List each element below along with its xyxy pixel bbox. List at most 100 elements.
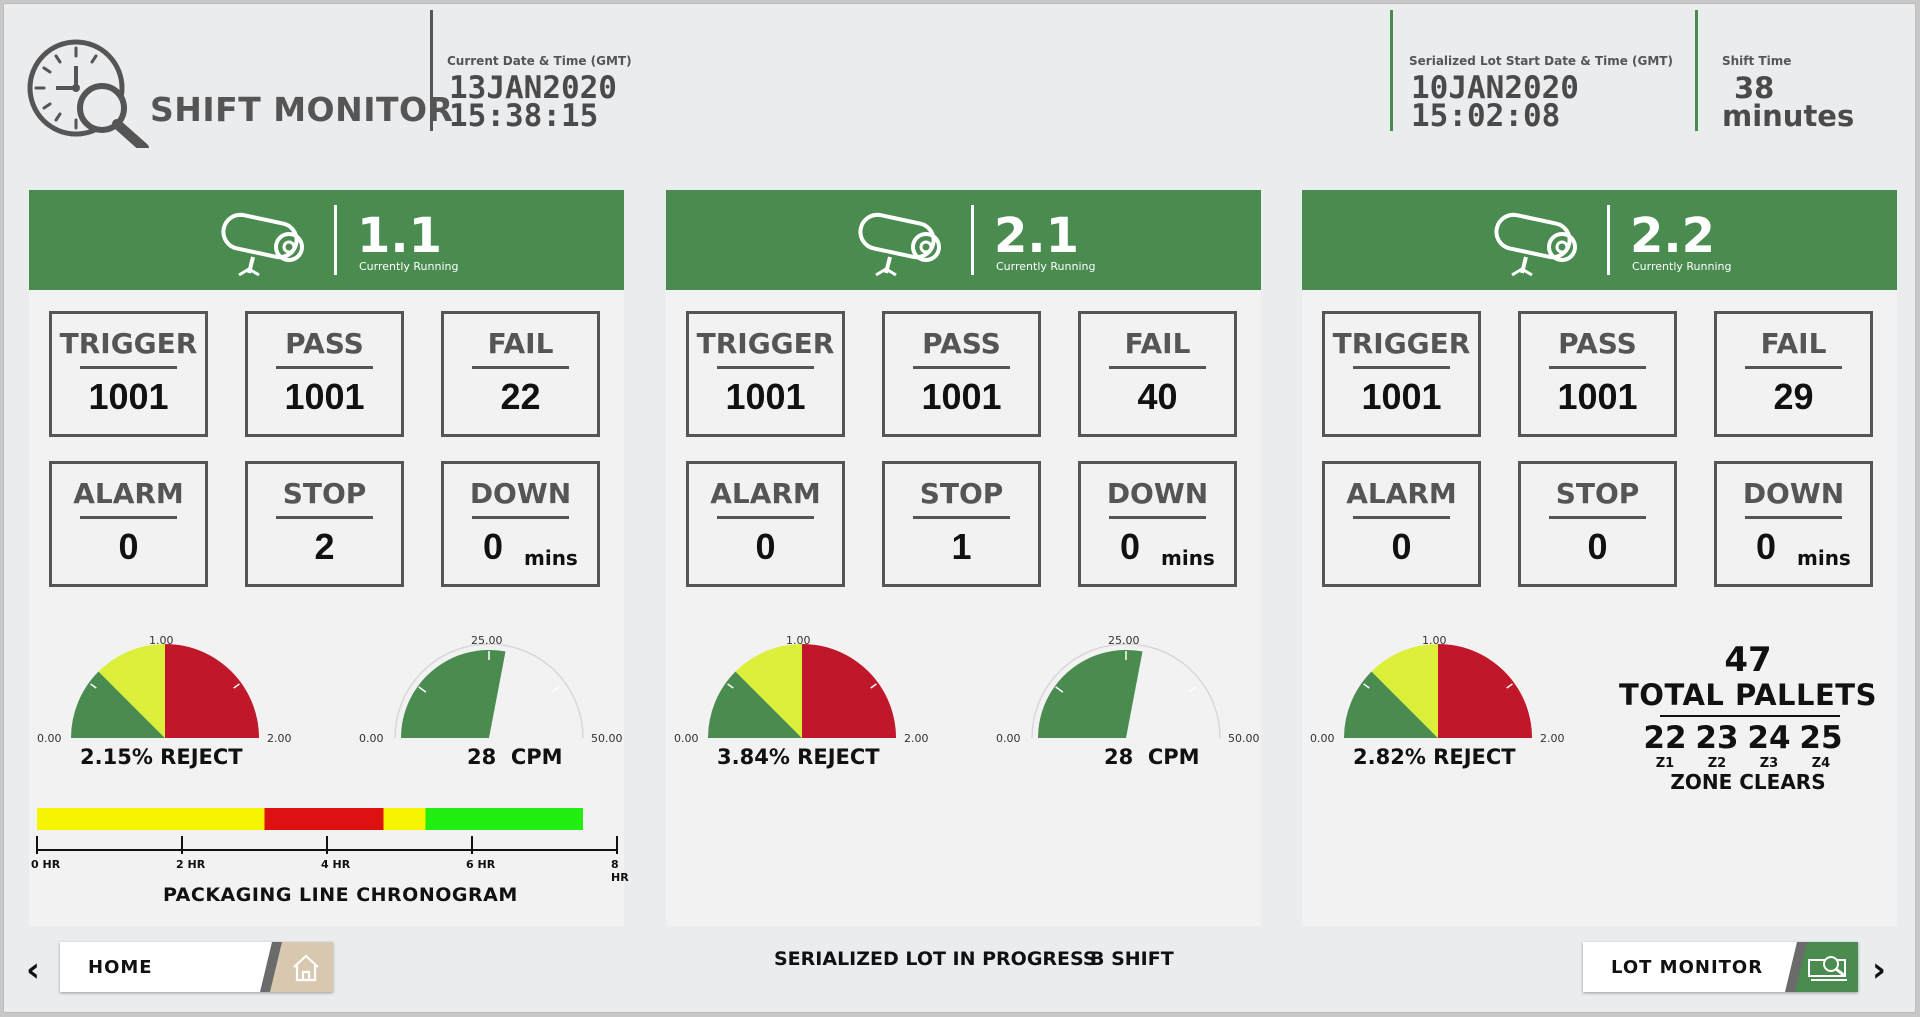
- line-panel-header: 1.1 Currently Running: [29, 190, 624, 290]
- reject-gauge-mid: 1.00: [149, 634, 174, 647]
- fail-label: FAIL: [487, 327, 554, 360]
- down-unit: mins: [524, 546, 578, 570]
- camera-icon: [854, 205, 950, 283]
- cpm-unit: CPM: [1147, 745, 1200, 769]
- fail-box: FAIL 40: [1078, 311, 1237, 437]
- line-status: Currently Running: [359, 260, 459, 273]
- alarm-value: 0: [755, 526, 776, 567]
- line-panel-header: 2.2 Currently Running: [1302, 190, 1897, 290]
- chronogram-segment: [37, 808, 265, 830]
- line-status: Currently Running: [996, 260, 1096, 273]
- lot-start-label: Serialized Lot Start Date & Time (GMT): [1409, 54, 1673, 68]
- zone-value: 24: [1747, 720, 1791, 756]
- reject-gauge-red-band: [1438, 644, 1532, 738]
- home-button[interactable]: HOME: [60, 942, 333, 992]
- spacer: [1133, 745, 1148, 769]
- header-divider: [430, 10, 433, 131]
- gauge-tick: [1506, 683, 1513, 689]
- total-pallets-count: 47: [1724, 640, 1772, 680]
- prev-page-arrow[interactable]: ‹: [26, 950, 41, 990]
- fail-value: 29: [1773, 376, 1814, 417]
- line-panel: 2.2 Currently Running TRIGGER 1001 PASS 1001 F…: [1302, 190, 1897, 926]
- fail-value: 22: [500, 376, 541, 417]
- reject-gauge-yellow-band: [98, 644, 165, 738]
- current-date: 13JAN2020: [449, 70, 617, 106]
- trigger-box: TRIGGER 1001: [49, 311, 208, 437]
- stop-box: STOP 2: [245, 461, 404, 587]
- pass-label: PASS: [285, 327, 364, 360]
- pass-box: PASS 1001: [245, 311, 404, 437]
- chronogram-segment: [264, 808, 384, 830]
- lot-monitor-button-label: LOT MONITOR: [1611, 957, 1764, 978]
- alarm-label: ALARM: [73, 477, 184, 510]
- gauge-tick: [551, 686, 560, 693]
- stop-value: 0: [1587, 526, 1608, 567]
- cpm-gauge-min: 0.00: [359, 732, 384, 745]
- underline: [1745, 366, 1842, 369]
- reject-gauge-red-band: [802, 644, 896, 738]
- reject-gauge-min: 0.00: [37, 732, 62, 745]
- trigger-label: TRIGGER: [1332, 327, 1471, 360]
- down-unit: mins: [1797, 546, 1851, 570]
- header-divider: [334, 205, 337, 275]
- next-page-arrow[interactable]: ›: [1872, 950, 1887, 990]
- stop-label: STOP: [282, 477, 367, 510]
- cpm-unit: CPM: [510, 745, 563, 769]
- reject-gauge-yellow-band: [1371, 644, 1438, 738]
- underline: [1549, 516, 1646, 519]
- pass-value: 1001: [284, 376, 365, 417]
- underline: [1109, 366, 1206, 369]
- zone-value: 25: [1799, 720, 1843, 756]
- underline: [717, 366, 814, 369]
- down-box: DOWN 0 mins: [1078, 461, 1237, 587]
- fail-box: FAIL 29: [1714, 311, 1873, 437]
- reject-gauge-min: 0.00: [674, 732, 699, 745]
- shift-time-value: 38: [1734, 71, 1775, 105]
- down-value: 0: [482, 526, 504, 567]
- line-title: 1.1: [357, 208, 443, 264]
- reject-unit: % REJECT: [1404, 745, 1516, 769]
- lot-monitor-button[interactable]: LOT MONITOR: [1583, 942, 1858, 992]
- pass-box: PASS 1001: [882, 311, 1041, 437]
- fail-label: FAIL: [1760, 327, 1827, 360]
- page-title: SHIFT MONITOR: [150, 90, 454, 129]
- reject-value: 2.15: [80, 745, 132, 769]
- chronogram: [36, 808, 618, 854]
- cpm-gauge-max: 50.00: [591, 732, 623, 745]
- cpm-reading: 28 CPM: [467, 745, 563, 769]
- trigger-box: TRIGGER 1001: [686, 311, 845, 437]
- shift-time-unit: minutes: [1722, 99, 1855, 133]
- header-divider: [1390, 10, 1393, 131]
- cpm-gauge-fill: [1038, 650, 1143, 738]
- reject-reading: 2.82% REJECT: [1353, 745, 1516, 769]
- chronogram-tick-label: 0 HR: [31, 858, 61, 871]
- stop-box: STOP 0: [1518, 461, 1677, 587]
- cpm-gauge-fill: [401, 650, 506, 738]
- underline: [1549, 366, 1646, 369]
- pass-label: PASS: [922, 327, 1001, 360]
- reject-unit: % REJECT: [768, 745, 880, 769]
- stop-value: 1: [951, 526, 972, 567]
- reject-value: 2.82: [1353, 745, 1405, 769]
- cpm-value: 28: [1104, 745, 1134, 769]
- underline: [1745, 516, 1842, 519]
- cpm-gauge-track: [1031, 643, 1221, 739]
- underline: [1353, 366, 1450, 369]
- cpm-gauge-min: 0.00: [996, 732, 1021, 745]
- reject-gauge-red-band: [165, 644, 259, 738]
- chronogram-segment: [383, 808, 426, 830]
- camera-icon: [217, 205, 313, 283]
- underline: [80, 516, 177, 519]
- fail-value: 40: [1137, 376, 1178, 417]
- alarm-box: ALARM 0: [686, 461, 845, 587]
- stop-label: STOP: [919, 477, 1004, 510]
- zone-value: 23: [1695, 720, 1739, 756]
- reject-gauge-green-band: [1344, 671, 1438, 738]
- lot-monitor-icon: [1785, 942, 1858, 992]
- fail-label: FAIL: [1124, 327, 1191, 360]
- chronogram-segment: [425, 808, 583, 830]
- gauge-tick: [727, 683, 734, 689]
- shift-name-text: B SHIFT: [1090, 948, 1174, 970]
- gauge-tick: [233, 683, 240, 689]
- lot-start-time: 15:02:08: [1411, 98, 1561, 134]
